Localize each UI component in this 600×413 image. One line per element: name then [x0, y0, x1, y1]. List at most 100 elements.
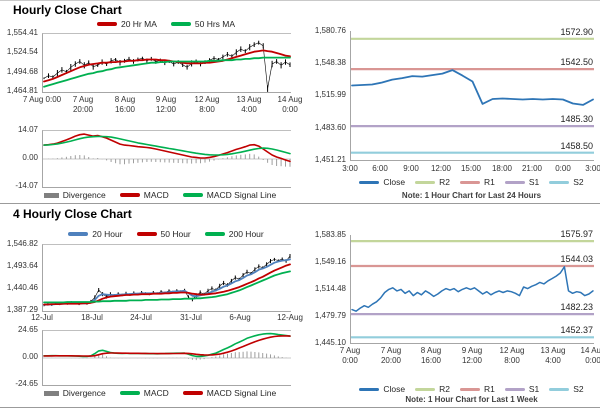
r2-level-label: 1572.90: [560, 27, 593, 37]
fourhourly-price-plot-area: [42, 244, 291, 312]
hourly-price-plot-area: [42, 33, 291, 93]
x-axis-label: 31-Jul: [180, 313, 202, 322]
y-axis-label: 1,583.85: [314, 230, 346, 239]
legend-item: S1: [504, 177, 539, 187]
x-axis-label: 24-Jul: [130, 313, 152, 322]
bar-marker-icon: [43, 390, 59, 396]
legend-hourly: 20 Hr MA 50 Hrs MA: [42, 19, 290, 29]
line-marker-icon: [182, 391, 203, 395]
legend-item: 20 Hour: [68, 229, 123, 239]
legend-item: MACD Signal Line: [182, 388, 276, 398]
y-axis-label: 1,548.38: [314, 58, 346, 67]
line-marker-icon: [359, 387, 380, 391]
y-axis-label: -14.07: [15, 181, 38, 190]
y-axis-label: 1,445.10: [314, 338, 346, 347]
hourly-macd-plot-area: [42, 130, 291, 188]
x-axis-label: 8 Aug 16:00: [420, 346, 442, 365]
line-marker-icon: [504, 180, 525, 184]
line-marker-icon: [504, 387, 525, 391]
page-title: 4 Hourly Close Chart: [13, 207, 132, 221]
x-axis-label: 12-Jul: [31, 313, 53, 322]
s2-level-label: 1458.50: [560, 141, 593, 151]
x-axis-label: 14 Aug 0:00: [277, 95, 303, 114]
x-axis-label: 9:00: [403, 164, 419, 173]
legend-item: R2: [415, 384, 450, 394]
chart-note: Note: 1 Hour Chart for Last 1 Week: [405, 395, 538, 404]
y-axis-label: 1,493.64: [6, 261, 38, 270]
line-marker-icon: [359, 180, 380, 184]
pivot-24h-plot-area: [350, 31, 594, 161]
y-axis-label: 1,387.29: [6, 305, 38, 314]
chart-note: Note: 1 Hour Chart for Last 24 Hours: [401, 191, 542, 200]
line-marker-icon: [549, 387, 570, 391]
y-axis-label: 14.07: [17, 125, 38, 134]
legend-item: R1: [459, 384, 495, 394]
line-marker-icon: [459, 180, 480, 184]
hourly-macd-chart: [43, 133, 291, 167]
series-50 Hrs MA: [43, 56, 291, 88]
s1-level-label: 1485.30: [560, 114, 593, 124]
legend-item: S2: [549, 384, 584, 394]
line-marker-icon: [119, 193, 140, 197]
s1-level-label: 1482.23: [560, 302, 593, 312]
y-axis-label: 24.65: [17, 325, 38, 334]
x-axis-label: 7 Aug 0:00: [339, 346, 361, 365]
x-axis-label: 13 Aug 4:00: [540, 346, 566, 365]
fourhourly-macd-plot-area: [42, 330, 291, 386]
x-axis-label: 3:00: [585, 164, 600, 173]
x-axis-label: 7 Aug 20:00: [380, 346, 402, 365]
y-axis-label: -24.65: [15, 379, 38, 388]
series-MACD Signal Line: [43, 135, 291, 156]
fourhourly-price-chart: [43, 254, 291, 307]
series-MACD: [43, 133, 291, 163]
y-axis-label: 0.00: [22, 352, 38, 361]
legend-item: 200 Hour: [204, 229, 264, 239]
x-axis-label: 0:00: [555, 164, 571, 173]
series-MACD Signal Line: [43, 335, 291, 357]
r1-level-label: 1542.50: [560, 57, 593, 67]
x-axis-label: 12:00: [430, 164, 452, 173]
series-50 Hour: [43, 263, 291, 306]
x-axis-label: 18-Jul: [81, 313, 103, 322]
y-axis-label: 1,451.21: [314, 155, 346, 164]
x-axis-label: 9 Aug 12:00: [461, 346, 483, 365]
y-axis-label: 1,464.81: [6, 86, 38, 95]
y-axis-label: 1,524.54: [6, 47, 38, 56]
y-axis-label: 1,546.82: [6, 239, 38, 248]
series-Close: [351, 69, 594, 106]
legend-item: S1: [504, 384, 539, 394]
x-axis-label: 6-Aug: [229, 313, 251, 322]
y-axis-label: 1,479.79: [314, 311, 346, 320]
line-marker-icon: [68, 232, 89, 236]
pivot-1week-chart: [351, 239, 594, 339]
legend-item: 20 Hr MA: [96, 19, 157, 29]
legend-item: 50 Hour: [136, 229, 191, 239]
y-axis-label: 1,483.60: [314, 123, 346, 132]
series-20 Hr MA: [43, 49, 291, 83]
fourhourly-macd-chart: [43, 332, 291, 361]
line-marker-icon: [549, 180, 570, 184]
pivot-1week-plot-area: [350, 235, 594, 344]
series-200 Hour: [43, 270, 291, 304]
x-axis-label: 12-Aug: [277, 313, 303, 322]
y-axis-label: 1,580.76: [314, 26, 346, 35]
legend-4hourly-macd: Divergence MACD MACD Signal Line: [25, 388, 295, 398]
line-marker-icon: [204, 232, 225, 236]
legend-item: S2: [549, 177, 584, 187]
x-axis-label: 9 Aug 12:00: [155, 95, 177, 114]
legend-hourly-macd: Divergence MACD MACD Signal Line: [25, 190, 295, 200]
x-axis-label: 12 Aug 8:00: [499, 346, 525, 365]
legend-item: Close: [359, 384, 405, 394]
x-axis-label: 8 Aug 16:00: [114, 95, 136, 114]
y-axis-label: 1,440.46: [6, 283, 38, 292]
page-title: Hourly Close Chart: [13, 3, 122, 17]
line-marker-icon: [170, 22, 191, 26]
line-marker-icon: [136, 232, 157, 236]
x-axis-label: 7 Aug 0:00: [22, 95, 62, 104]
legend-item: 50 Hrs MA: [170, 19, 235, 29]
price-line: [43, 42, 291, 89]
legend-item: Divergence: [43, 388, 106, 398]
legend-item: R2: [415, 177, 450, 187]
line-marker-icon: [415, 387, 436, 391]
